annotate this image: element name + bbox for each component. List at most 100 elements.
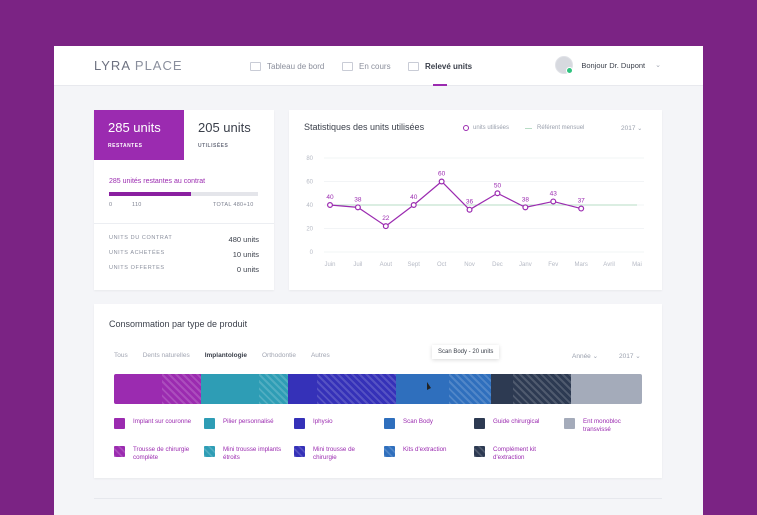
legend-item[interactable]: Trousse de chirurgie complète (114, 446, 195, 462)
progress-total-label: TOTAL 480+10 (213, 202, 254, 208)
app-window: LYRA PLACE Tableau de bord En cours Rele… (54, 46, 703, 515)
bar-segment[interactable] (396, 374, 450, 404)
lyra-place-logo[interactable]: LYRA PLACE (94, 58, 183, 73)
legend-label: Guide chirurgical (493, 418, 540, 425)
legend-item[interactable]: Pilier personnalisé (204, 418, 274, 429)
data-label: 40 (410, 194, 418, 201)
bar-segment[interactable] (570, 374, 642, 404)
bar-segment[interactable] (512, 374, 571, 404)
legend-swatch (204, 418, 215, 429)
data-label: 50 (494, 182, 502, 189)
legend-swatch (564, 418, 575, 429)
divider (94, 498, 662, 499)
legend-swatch (294, 418, 305, 429)
tab-orthodontie[interactable]: Orthodontie (261, 352, 296, 359)
consumption-title: Consommation par type de produit (109, 319, 248, 329)
tab-tous[interactable]: Tous (114, 352, 128, 359)
legend-swatch (114, 446, 125, 457)
data-point (438, 178, 445, 185)
progress-mid-label: 110 (132, 202, 142, 208)
stats-year-select[interactable]: 2017 ⌄ (621, 125, 643, 132)
legend-label: Implant sur couronne (133, 418, 192, 425)
consumption-year-select[interactable]: 2017 ⌄ (619, 353, 641, 360)
line-chart: 0 20 40 60 80 Juin Juil Aout Sept Oct Nov Dec Janv Fe… (306, 156, 644, 268)
top-navigation-bar: LYRA PLACE Tableau de bord En cours Rele… (54, 46, 703, 86)
used-units-box: 205 units UTILISÉES (198, 120, 251, 149)
legend-swatch (384, 446, 395, 457)
divider (94, 223, 274, 224)
data-point (354, 204, 361, 211)
data-point (326, 201, 333, 208)
legend-monthly-reference[interactable]: Référent mensuel (525, 125, 584, 131)
stacked-consumption-bar (114, 374, 642, 404)
bar-segment[interactable] (449, 374, 492, 404)
filter-year-dropdown[interactable]: Année ⌄ (572, 353, 599, 360)
legend-item[interactable]: Kits d'extraction (384, 446, 446, 457)
units-statistics-card: Statistiques des units utilisées units u… (289, 110, 662, 290)
legend-label: Mini trousse de chirurgie (313, 446, 355, 462)
tab-dents-naturelles[interactable]: Dents naturelles (142, 352, 190, 359)
user-menu[interactable]: Bonjour Dr. Dupont ⌄ (555, 56, 661, 74)
mouse-cursor-icon (427, 382, 431, 390)
contract-remaining-text: 285 unités restantes au contrat (109, 178, 206, 185)
data-point (578, 205, 585, 212)
nav-tab-en-cours[interactable]: En cours (342, 46, 391, 86)
data-label: 40 (326, 194, 334, 201)
nav-tab-tableau-de-bord[interactable]: Tableau de bord (250, 46, 324, 86)
remaining-units-box: 285 units RESTANTES (94, 110, 184, 160)
calendar-icon (342, 61, 353, 71)
legend-item[interactable]: Guide chirurgical (474, 418, 539, 429)
legend-item[interactable]: Implant sur couronne (114, 418, 191, 429)
x-tick-label: Mai (632, 262, 642, 268)
bar-segment[interactable] (259, 374, 289, 404)
data-label: 43 (550, 190, 558, 197)
x-tick-label: Avril (603, 262, 615, 268)
bar-segment[interactable] (201, 374, 260, 404)
y-tick-label: 60 (306, 180, 313, 186)
legend-label: Ent monobloc transvissé (583, 418, 621, 434)
bar-segment[interactable] (317, 374, 397, 404)
legend-item[interactable]: Scan Body (384, 418, 433, 429)
data-label: 37 (578, 198, 586, 205)
data-point (550, 198, 557, 205)
units-summary-card: 285 units RESTANTES 205 units UTILISÉES … (94, 110, 274, 290)
data-point (382, 223, 389, 230)
legend-item[interactable]: Complément kit d'extraction (474, 446, 555, 462)
x-tick-label: Aout (380, 262, 393, 268)
legend-units-used[interactable]: units utilisées (463, 125, 509, 131)
tab-autres[interactable]: Autres (310, 352, 330, 359)
circle-marker-icon (463, 125, 469, 131)
line-marker-icon (525, 127, 532, 129)
legend-swatch (294, 446, 305, 457)
legend-item[interactable]: Ent monobloc transvissé (564, 418, 645, 434)
data-point (522, 204, 529, 211)
bar-segment[interactable] (114, 374, 162, 404)
legend-label: Iphysio (313, 418, 333, 425)
offered-units-row: UNITS OFFERTES 0 units (109, 265, 259, 274)
bar-segment[interactable] (288, 374, 318, 404)
x-tick-label: Juil (353, 262, 362, 268)
data-label: 22 (382, 215, 390, 222)
bar-chart-icon (408, 61, 419, 71)
bar-segment[interactable] (161, 374, 202, 404)
legend-label: Trousse de chirurgie complète (133, 446, 190, 462)
legend-item[interactable]: Iphysio (294, 418, 333, 429)
legend-item[interactable]: Mini trousse implants étroits (204, 446, 285, 462)
legend-swatch (384, 418, 395, 429)
bar-segment[interactable] (491, 374, 513, 404)
contract-units-row: UNITS DU CONTRAT 480 units (109, 235, 259, 244)
x-tick-label: Dec (492, 262, 503, 268)
legend-item[interactable]: Mini trousse de chirurgie (294, 446, 375, 462)
tab-implantologie[interactable]: Implantologie (204, 352, 247, 359)
x-tick-label: Juin (324, 262, 335, 268)
y-tick-label: 20 (306, 227, 313, 233)
legend-swatch (114, 418, 125, 429)
y-tick-label: 40 (306, 203, 313, 209)
x-tick-label: Janv (519, 262, 532, 268)
legend-label: Complément kit d'extraction (493, 446, 536, 462)
nav-tab-releve-units[interactable]: Relevé units (408, 46, 472, 86)
x-tick-label: Mars (575, 262, 588, 268)
data-point (494, 190, 501, 197)
legend-label: Mini trousse implants étroits (223, 446, 282, 462)
product-type-tabs: Tous Dents naturelles Implantologie Orth… (114, 352, 345, 359)
